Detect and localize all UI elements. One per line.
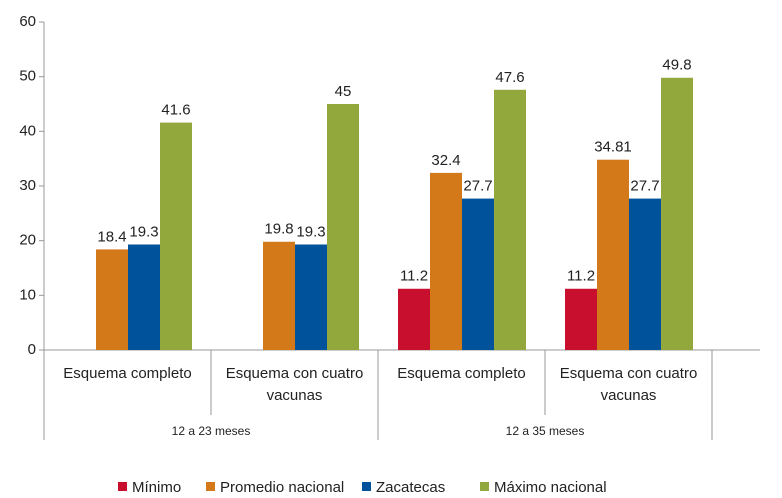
data-label: 19.3 [129,223,158,240]
bar [96,249,128,350]
data-label: 27.7 [463,178,492,195]
data-label: 47.6 [495,69,524,86]
x-tick-label-box: Esquema completo [397,365,526,382]
data-label: 41.6 [161,102,190,119]
bar [462,198,494,350]
data-label: 49.8 [662,57,691,74]
group-label: 12 a 35 meses [506,424,585,438]
y-tick-label: 20 [19,232,36,249]
y-tick-label: 60 [19,13,36,30]
bar [398,288,430,350]
y-tick-label: 0 [28,341,36,358]
bar [160,122,192,350]
legend-label: Mínimo [132,479,181,496]
bar [430,172,462,350]
x-tick-label-box: Esquema completo [63,365,192,382]
legend-label: Zacatecas [376,479,445,496]
data-label: 27.7 [630,178,659,195]
x-tick-label: Esquema completo [63,365,192,382]
x-tick-label: Esquema completo [397,365,526,382]
bar [327,104,359,350]
bar [295,244,327,350]
data-label: 45 [335,83,352,100]
y-tick-label: 10 [19,286,36,303]
data-label: 18.4 [97,228,126,245]
bar [661,77,693,350]
bar [565,288,597,350]
legend-swatch [362,482,371,491]
data-label: 34.81 [594,139,632,156]
x-tick-label-box: Esquema con cuatro vacunas [225,365,364,404]
bar [263,241,295,350]
data-label: 19.8 [264,221,293,238]
bar [494,89,526,350]
data-label: 11.2 [567,268,595,285]
bar [597,159,629,350]
data-label: 32.4 [431,152,460,169]
legend-label: Promedio nacional [220,479,344,496]
y-tick-label: 40 [19,122,36,139]
y-tick-label: 50 [19,68,36,85]
legend-label: Máximo nacional [494,479,607,496]
bar [629,198,661,350]
y-tick-label: 30 [19,177,36,194]
legend-swatch [118,482,127,491]
x-tick-label: Esquema con cuatro vacunas [225,365,364,404]
x-tick-label-box: Esquema con cuatro vacunas [559,365,698,404]
x-tick-label: Esquema con cuatro vacunas [559,365,698,404]
data-label: 19.3 [296,223,325,240]
legend-swatch [480,482,489,491]
group-label: 12 a 23 meses [172,424,251,438]
legend-swatch [206,482,215,491]
data-label: 11.2 [400,268,428,285]
bar [128,244,160,350]
